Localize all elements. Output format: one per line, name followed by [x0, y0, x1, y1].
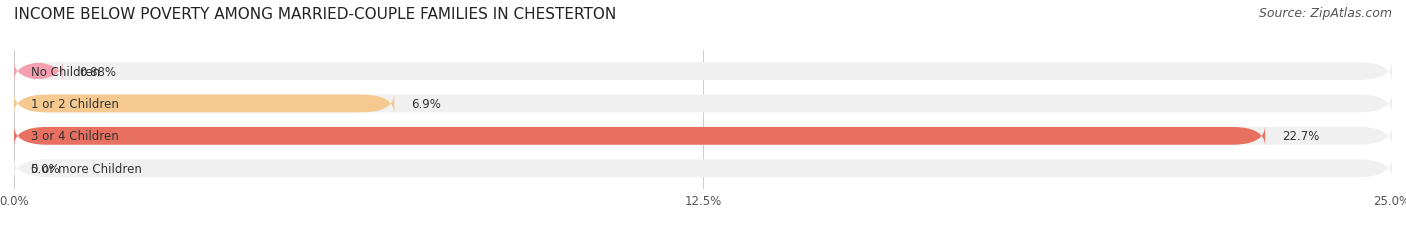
Text: INCOME BELOW POVERTY AMONG MARRIED-COUPLE FAMILIES IN CHESTERTON: INCOME BELOW POVERTY AMONG MARRIED-COUPL…: [14, 7, 616, 22]
Text: 22.7%: 22.7%: [1282, 130, 1319, 143]
FancyBboxPatch shape: [14, 158, 1392, 179]
Text: 0.88%: 0.88%: [79, 65, 117, 78]
Text: 5 or more Children: 5 or more Children: [31, 162, 142, 175]
Text: 3 or 4 Children: 3 or 4 Children: [31, 130, 118, 143]
FancyBboxPatch shape: [14, 61, 62, 82]
FancyBboxPatch shape: [14, 94, 394, 115]
Text: Source: ZipAtlas.com: Source: ZipAtlas.com: [1258, 7, 1392, 20]
Text: No Children: No Children: [31, 65, 100, 78]
FancyBboxPatch shape: [14, 94, 1392, 115]
Text: 0.0%: 0.0%: [31, 162, 60, 175]
FancyBboxPatch shape: [14, 126, 1265, 147]
Text: 6.9%: 6.9%: [411, 97, 440, 110]
FancyBboxPatch shape: [14, 61, 1392, 82]
Text: 1 or 2 Children: 1 or 2 Children: [31, 97, 118, 110]
FancyBboxPatch shape: [14, 126, 1392, 147]
